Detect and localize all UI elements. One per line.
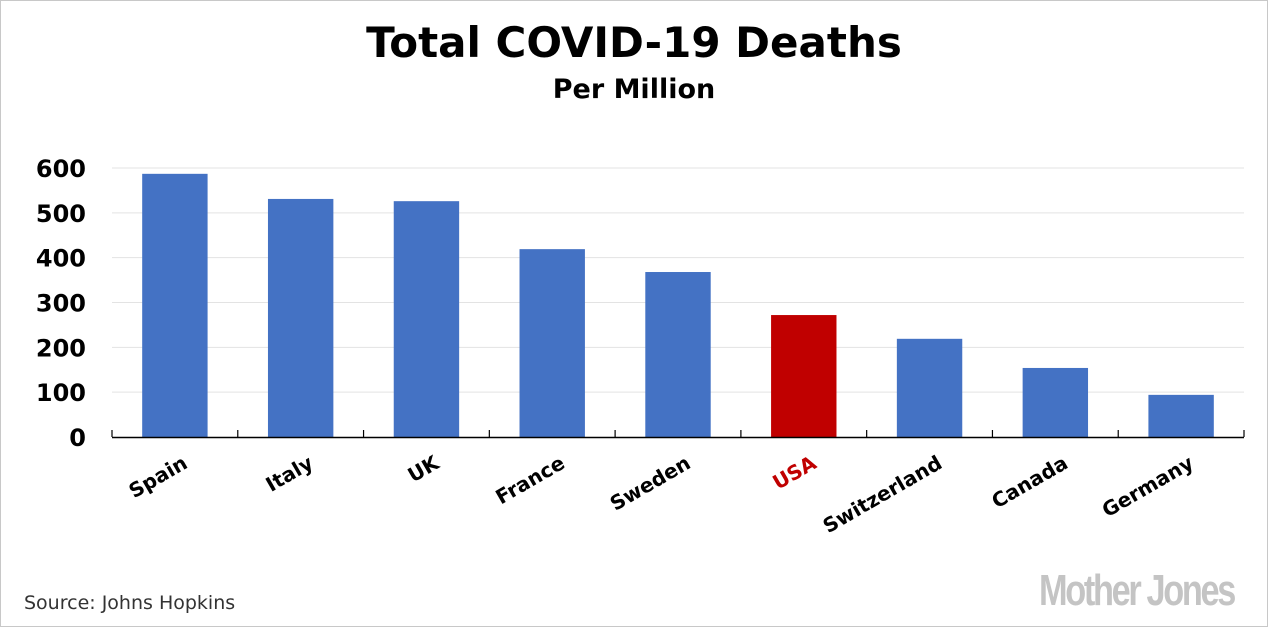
mother-jones-logo: Mother Jones xyxy=(1038,566,1236,615)
x-tick-label: Spain xyxy=(125,451,192,503)
x-tick-label: France xyxy=(491,451,568,509)
bar-france xyxy=(519,249,585,437)
bar-uk xyxy=(393,201,460,437)
bar-italy xyxy=(267,198,334,437)
y-tick-label: 100 xyxy=(36,379,86,407)
y-tick-label: 0 xyxy=(69,424,86,452)
chart-title: Total COVID-19 Deaths xyxy=(366,18,902,67)
chart-subtitle: Per Million xyxy=(552,74,716,105)
y-tick-label: 300 xyxy=(36,290,86,318)
x-tick-label: Canada xyxy=(987,451,1072,514)
bar-spain xyxy=(142,173,208,437)
bar-usa xyxy=(771,315,837,437)
x-tick-label: Sweden xyxy=(606,451,695,516)
x-tick-label: UK xyxy=(403,450,444,487)
x-tick-label: USA xyxy=(768,450,820,494)
y-axis-ticks: 0 100 200 300 400 500 600 xyxy=(36,155,86,452)
source-note: Source: Johns Hopkins xyxy=(24,592,236,614)
bar-switzerland xyxy=(896,338,963,437)
bar-sweden xyxy=(645,272,711,437)
x-axis xyxy=(111,430,1245,439)
bar-germany xyxy=(1148,394,1214,437)
y-tick-label: 200 xyxy=(36,334,86,362)
y-tick-label: 500 xyxy=(36,200,86,228)
x-tick-label: Switzerland xyxy=(819,451,946,538)
bars xyxy=(142,173,1214,437)
y-tick-label: 600 xyxy=(36,155,86,183)
x-tick-label: Italy xyxy=(262,451,318,497)
y-tick-label: 400 xyxy=(36,245,86,273)
x-tick-label: Germany xyxy=(1098,451,1198,523)
bar-canada xyxy=(1022,367,1089,437)
